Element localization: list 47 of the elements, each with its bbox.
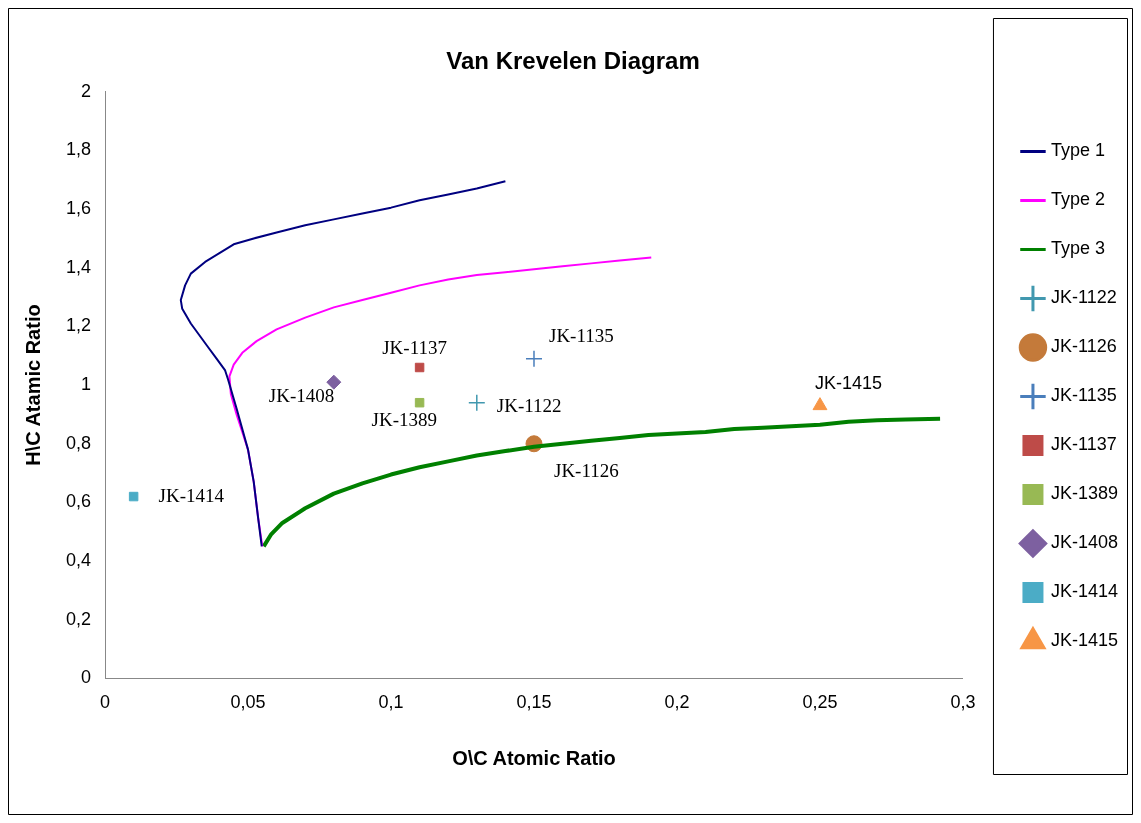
y-tick-label: 1,8 bbox=[65, 139, 92, 160]
legend-label: JK-1122 bbox=[1050, 287, 1117, 308]
text: JK-1135 bbox=[548, 324, 614, 346]
x-tick-label: 0,3 bbox=[950, 692, 976, 713]
legend-label: Type 2 bbox=[1050, 189, 1105, 210]
y-tick-label: 0,6 bbox=[65, 491, 92, 512]
legend-label: Type 3 bbox=[1050, 238, 1105, 259]
x-tick-label: 0,05 bbox=[230, 692, 266, 713]
x-tick-label: 0,2 bbox=[664, 692, 690, 713]
y-tick-label: 0,4 bbox=[65, 550, 92, 571]
point bbox=[128, 491, 139, 502]
x-tick-label: 0,1 bbox=[378, 692, 404, 713]
text: JK-1415 bbox=[814, 372, 883, 393]
y-tick-label: 1 bbox=[81, 374, 92, 395]
text: JK-1414 bbox=[158, 484, 225, 506]
point bbox=[468, 393, 486, 412]
y-tick-label: 1,2 bbox=[65, 315, 92, 336]
text: JK-1126 bbox=[553, 459, 619, 481]
x-tick-label: 0,15 bbox=[516, 692, 552, 713]
point bbox=[812, 397, 828, 411]
point bbox=[326, 374, 342, 390]
legend-label: JK-1126 bbox=[1050, 336, 1117, 357]
y-tick-label: 2 bbox=[81, 80, 92, 101]
text: JK-1408 bbox=[268, 385, 335, 407]
text: JK-1122 bbox=[496, 394, 562, 416]
y-tick-label: 0 bbox=[81, 667, 92, 688]
x-tick-label: 0,25 bbox=[802, 692, 838, 713]
y-tick-label: 1,6 bbox=[65, 198, 92, 219]
text: JK-1137 bbox=[382, 337, 447, 359]
chart-title: Van Krevelen Diagram bbox=[446, 47, 700, 75]
legend-label: JK-1415 bbox=[1050, 630, 1118, 651]
legend-label: JK-1137 bbox=[1050, 434, 1117, 455]
y-tick-label: 1,4 bbox=[65, 256, 92, 277]
text: JK-1389 bbox=[371, 408, 438, 430]
legend-label: JK-1389 bbox=[1050, 483, 1118, 504]
legend-label: JK-1408 bbox=[1050, 532, 1118, 553]
point bbox=[414, 362, 425, 373]
x-tick-label: 0 bbox=[100, 692, 111, 713]
legend-label: JK-1135 bbox=[1050, 385, 1117, 406]
legend-label: Type 1 bbox=[1050, 140, 1105, 161]
legend-label: JK-1414 bbox=[1050, 581, 1118, 602]
y-tick-label: 0,8 bbox=[65, 432, 92, 453]
y-axis-title: H\C Atamic Ratio bbox=[21, 304, 44, 466]
point bbox=[525, 349, 543, 368]
y-tick-label: 0,2 bbox=[65, 608, 92, 629]
point bbox=[414, 397, 425, 408]
x-axis-title: O\C Atomic Ratio bbox=[452, 746, 616, 769]
